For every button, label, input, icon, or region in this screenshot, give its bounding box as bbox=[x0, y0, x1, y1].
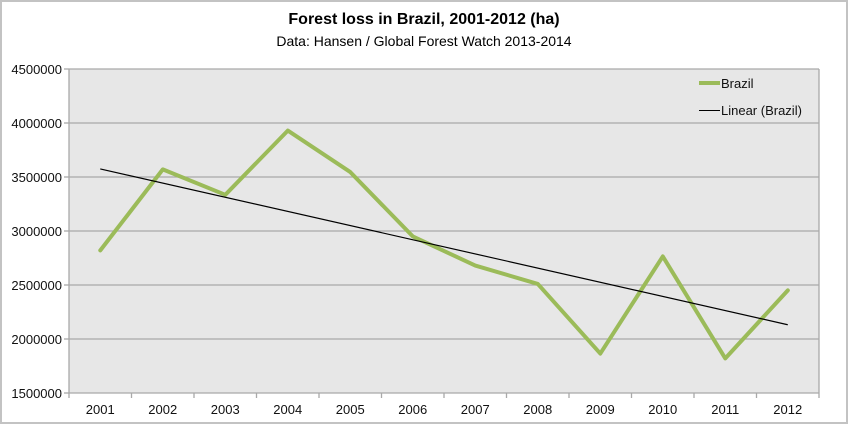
legend-item-linear-brazil: Linear (Brazil) bbox=[699, 101, 802, 119]
x-tick-label: 2005 bbox=[335, 402, 365, 417]
y-tick-label: 4000000 bbox=[11, 115, 62, 131]
legend-item-brazil: Brazil bbox=[699, 74, 802, 92]
legend-line-swatch-brazil bbox=[699, 81, 720, 85]
y-tick-label: 3500000 bbox=[11, 169, 62, 185]
x-tick-label: 2012 bbox=[773, 402, 803, 417]
x-tick-label: 2007 bbox=[460, 402, 490, 417]
x-tick-label: 2009 bbox=[585, 402, 615, 417]
legend-label-brazil: Brazil bbox=[721, 75, 754, 91]
x-tick-label: 2008 bbox=[523, 402, 553, 417]
trend-line bbox=[100, 168, 788, 326]
y-tick-label: 2000000 bbox=[11, 331, 62, 347]
legend-label-linear-brazil: Linear (Brazil) bbox=[721, 102, 802, 118]
y-tick-label: 1500000 bbox=[11, 385, 62, 401]
x-tick-label: 2011 bbox=[711, 402, 740, 417]
legend: Brazil Linear (Brazil) bbox=[699, 74, 802, 128]
x-tick-label: 2003 bbox=[210, 402, 240, 417]
x-tick-label: 2010 bbox=[648, 402, 678, 417]
chart-title: Forest loss in Brazil, 2001-2012 (ha) bbox=[288, 11, 560, 28]
x-tick-label: 2004 bbox=[273, 402, 303, 417]
brazil-line-series bbox=[98, 128, 790, 361]
chart-subtitle: Data: Hansen / Global Forest Watch 2013-… bbox=[276, 33, 572, 49]
x-tick-label: 2006 bbox=[398, 402, 428, 417]
y-tick-label: 3000000 bbox=[11, 223, 62, 239]
x-tick-label: 2002 bbox=[148, 402, 178, 417]
x-tick-label: 2001 bbox=[85, 402, 115, 417]
legend-line-swatch-linear-brazil bbox=[699, 109, 720, 111]
y-tick-label: 2500000 bbox=[11, 277, 62, 293]
y-tick-label: 4500000 bbox=[11, 61, 62, 77]
